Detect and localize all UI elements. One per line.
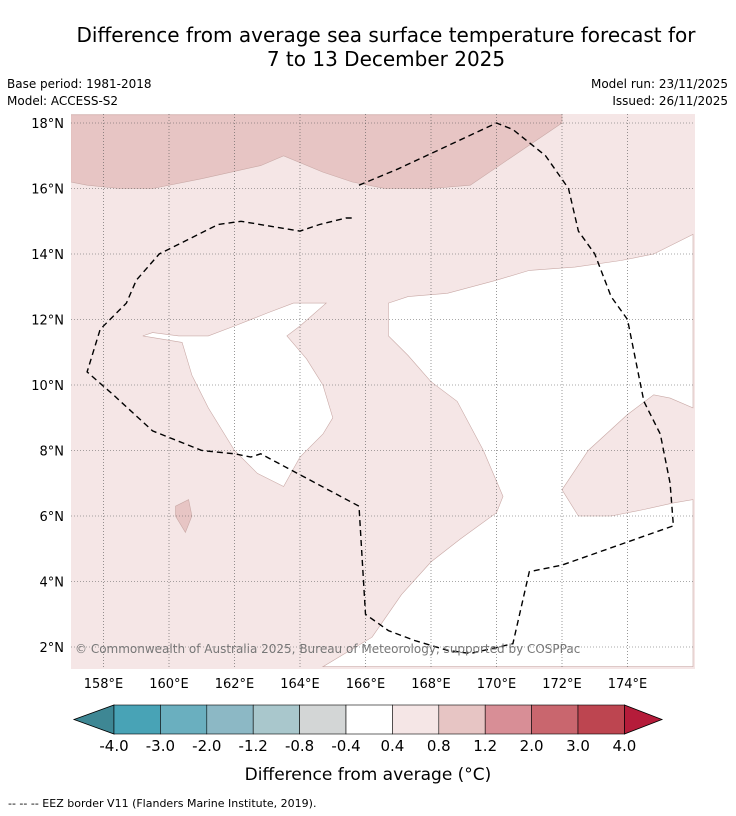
y-tick-label: 18°N [31,117,64,132]
y-tick-label: 6°N [40,510,65,525]
anomaly-regions [71,114,694,668]
colorbar-tick-label: 0.8 [427,737,451,755]
plot-area: © Commonwealth of Australia 2025, Bureau… [71,114,695,669]
colorbar-bin [345,704,393,735]
anomaly-region-2 [175,499,193,534]
base-period-label: Base period: 1981-2018 [7,77,152,91]
x-tick-label: 164°E [280,677,320,692]
eez-border-line [86,122,675,655]
y-tick-label: 4°N [40,576,65,591]
x-tick-label: 168°E [411,677,451,692]
colorbar-bin [299,704,347,735]
colorbar-tick-label: -0.4 [331,737,360,755]
colorbar-bin [160,704,208,735]
gridlines [71,114,695,669]
colorbar-tick-label: 4.0 [612,737,636,755]
colorbar-label: Difference from average (°C) [245,765,492,785]
sst-anomaly-map: © Commonwealth of Australia 2025, Bureau… [31,114,695,785]
colorbar-tick-label: -1.2 [239,737,268,755]
model-label: Model: ACCESS-S2 [7,94,119,108]
y-axis: 2°N 4°N 6°N 8°N 10°N 12°N 14°N 16°N 18°N [31,117,64,656]
colorbar-tick-label: 2.0 [520,737,544,755]
x-tick-label: 160°E [149,677,189,692]
colorbar-bin [531,704,579,735]
colorbar-tick-label: 3.0 [566,737,590,755]
colorbar-tick-label: 1.2 [473,737,497,755]
colorbar-bin [438,704,486,735]
colorbar-bin [392,704,440,735]
x-tick-label: 162°E [215,677,255,692]
chart-title-line-2: 7 to 13 December 2025 [266,47,506,71]
colorbar-tick-label: -0.8 [285,737,314,755]
colorbar-tick-label: -4.0 [99,737,128,755]
colorbar-bin [206,704,254,735]
colorbar-over-arrow [624,704,664,735]
eez-overlay [86,122,675,655]
anomaly-region-3 [142,302,334,487]
y-tick-label: 10°N [31,379,64,394]
model-run-label: Model run: 23/11/2025 [590,77,728,91]
colorbar-bin [113,704,161,735]
issued-label: Issued: 26/11/2025 [612,94,728,108]
x-tick-label: 172°E [542,677,582,692]
y-tick-label: 2°N [40,641,65,656]
x-tick-label: 174°E [608,677,648,692]
colorbar-bin [577,704,625,735]
colorbar-bin [484,704,532,735]
copyright-annotation: © Commonwealth of Australia 2025, Bureau… [75,642,580,656]
x-tick-label: 170°E [477,677,517,692]
x-tick-label: 166°E [346,677,386,692]
colorbar: -4.0 -3.0 -2.0 -1.2 -0.8 -0.4 0.4 0.8 1.2 2.0 3.0 4… [72,704,664,755]
eez-footnote: -- -- -- EEZ border V11 (Flanders Marine… [8,797,317,810]
colorbar-under-arrow [72,704,115,735]
y-tick-label: 16°N [31,183,64,198]
colorbar-tick-label: -2.0 [192,737,221,755]
colorbar-tick-label: -3.0 [146,737,175,755]
colorbar-bin [252,704,300,735]
y-tick-label: 14°N [31,248,64,263]
colorbar-tick-label: 0.4 [380,737,404,755]
y-tick-label: 12°N [31,314,64,329]
chart-title-line-1: Difference from average sea surface temp… [76,23,696,47]
x-axis: 158°E 160°E 162°E 164°E 166°E 168°E 170°E 172°E… [84,677,648,692]
y-tick-label: 8°N [40,445,65,460]
x-tick-label: 158°E [84,677,124,692]
